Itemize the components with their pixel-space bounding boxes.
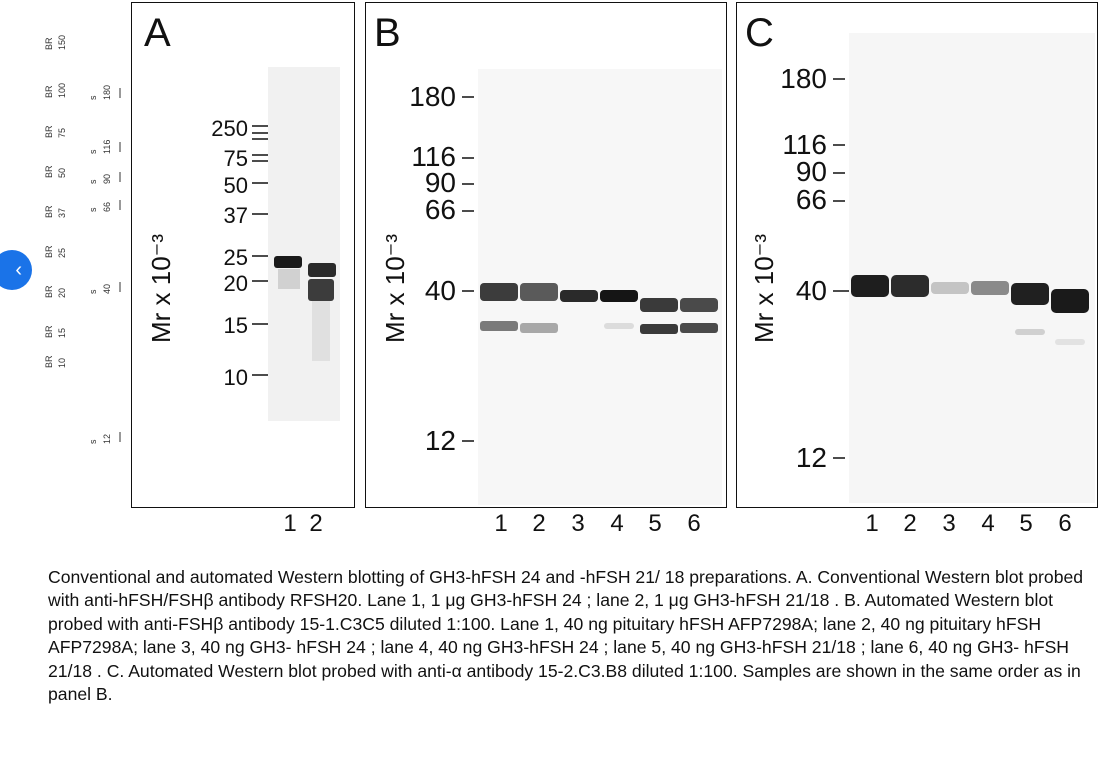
svg-text:20: 20 [57,288,67,298]
strip-top-marker: BR 10 [44,355,67,368]
marker-label: 10 [223,365,248,390]
svg-text:37: 37 [57,208,67,218]
strip-top-marker: BR 15 [44,325,67,338]
lane-label: 4 [981,510,995,537]
svg-text:50: 50 [57,168,67,178]
figure-caption: Conventional and automated Western blott… [48,567,1084,705]
svg-text:BR: BR [44,245,54,258]
lane-label: 5 [1019,510,1033,537]
marker-label: 90 [424,167,456,198]
strip-top-marker: BR 20 [44,285,67,298]
strip-right-marker: s 116 [88,140,112,154]
marker-label: 37 [223,203,248,228]
lane-label: 2 [903,510,917,537]
strip-top-marker: BR 75 [44,125,67,138]
lane-label: 6 [687,510,701,537]
lane-label: 3 [571,510,585,537]
strip-right-marker: s 66 [88,202,112,212]
blot-image [268,67,340,421]
lane-label: 2 [532,510,546,537]
blot-bands [462,96,718,442]
svg-text:s: s [88,207,98,212]
lane-label: 1 [283,510,297,537]
marker-label: 15 [223,313,248,338]
marker-label: 180 [409,81,456,112]
svg-text:BR: BR [44,205,54,218]
svg-text:s: s [88,95,98,100]
blot-bands [833,78,1089,459]
svg-text:s: s [88,179,98,184]
svg-text:BR: BR [44,325,54,338]
lane-label: 4 [610,510,624,537]
blot-image [849,33,1095,503]
panel-letter: C [745,11,774,55]
strip-top-marker: BR 37 [44,205,67,218]
marker-label: 12 [795,442,827,473]
svg-text:BR: BR [44,355,54,368]
svg-text:BR: BR [44,285,54,298]
marker-label: 40 [424,275,456,306]
marker-label: 50 [223,173,248,198]
panel-a: A Mr x 10⁻³ 250 75 50 37 25 20 15 10 [131,2,355,508]
lane-label: 6 [1058,510,1072,537]
strip-right-marker: s 12 [88,434,112,444]
marker-label: 116 [782,129,827,160]
svg-text:BR: BR [44,37,54,50]
strip-top-marker: BR 100 [44,83,67,98]
strip-right-marker: s 90 [88,174,112,184]
panel-c: C Mr x 10⁻³ 180 116 90 66 40 12 [736,2,1098,508]
strip-top-marker: BR 50 [44,165,67,178]
lane-label: 2 [309,510,323,537]
svg-text:116: 116 [102,140,112,154]
svg-text:180: 180 [102,85,112,100]
svg-text:s: s [88,289,98,294]
lane-label: 3 [942,510,956,537]
svg-text:150: 150 [57,35,67,50]
marker-strip: BR 150 BR 100 BR 75 BR 50 BR 37 BR 25 BR 20 BR 15 BR 10 s 1… [38,10,128,444]
blot-bands [252,125,336,376]
svg-text:10: 10 [57,358,67,368]
marker-label: 75 [223,146,248,171]
svg-text:BR: BR [44,165,54,178]
blot-image [478,69,722,505]
strip-right-marker: s 40 [88,284,112,294]
svg-text:BR: BR [44,85,54,98]
marker-label: 25 [223,245,248,270]
marker-label: 66 [424,194,456,225]
svg-text:25: 25 [57,248,67,258]
strip-right-marker: s 180 [88,85,112,100]
svg-text:12: 12 [102,434,112,444]
marker-label: 116 [411,141,456,172]
marker-label: 250 [211,116,248,141]
strip-top-marker: BR 25 [44,245,67,258]
marker-label: 20 [223,271,248,296]
marker-label: 12 [424,425,456,456]
lane-label: 5 [648,510,662,537]
svg-text:15: 15 [57,328,67,338]
svg-text:s: s [88,149,98,154]
svg-text:100: 100 [57,83,67,98]
svg-text:75: 75 [57,128,67,138]
marker-label: 90 [795,156,827,187]
svg-text:s: s [88,439,98,444]
back-button[interactable]: ‹ [0,250,32,290]
svg-text:90: 90 [102,174,112,184]
svg-text:BR: BR [44,125,54,138]
chevron-left-icon: ‹ [15,259,22,281]
strip-top-marker: BR 150 [44,35,67,50]
marker-label: 66 [795,184,827,215]
marker-label: 180 [780,63,827,94]
panel-letter: A [144,11,171,55]
svg-text:40: 40 [102,284,112,294]
panel-letter: B [374,11,401,55]
svg-text:66: 66 [102,202,112,212]
panel-b: B Mr x 10⁻³ 180 116 90 66 40 12 [365,2,727,508]
marker-label: 40 [795,275,827,306]
lane-label: 1 [865,510,879,537]
lane-label: 1 [494,510,508,537]
